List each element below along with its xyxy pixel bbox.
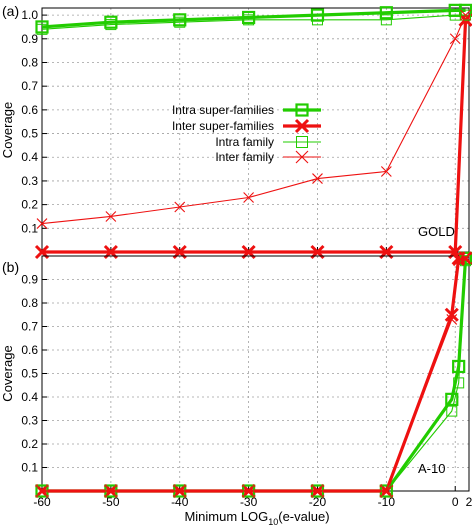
data-point-square [460,255,472,267]
data-point-cross [380,485,392,497]
y-tick-label: 0.9 [21,273,38,287]
panel-annotation: GOLD [418,224,455,239]
legend-marker-square [296,136,308,148]
legend-marker-square [295,103,309,117]
data-point-cross [174,201,186,213]
data-point-square [243,14,255,26]
y-tick-label: 0.7 [21,320,38,334]
series-line [41,14,466,30]
plot-frame [41,255,470,492]
series-line [42,257,466,492]
data-point-square [453,377,465,389]
data-point-cross [453,255,465,267]
x-tick-label: -60 [33,495,51,509]
x-tick-label: -10 [378,495,396,509]
data-point-cross [446,314,458,325]
series-line [41,8,466,29]
legend-label: Intra family [215,135,274,149]
data-point-cross [105,211,117,222]
legend-marker-cross [294,118,310,134]
y-tick-label: 0.3 [21,414,38,428]
data-point-cross [460,9,471,21]
data-point-cross [460,252,471,264]
data-point-cross [105,485,117,497]
x-axis-label-main: Minimum LOG [184,509,268,524]
x-axis-label-tail: (e-value) [278,509,329,524]
series-line [41,14,467,225]
x-tick-label: -40 [171,495,189,509]
y-tick-label: 0.5 [21,127,38,141]
data-point-square [452,359,466,374]
x-tick-label: 0 [452,495,459,509]
series-line [42,258,468,493]
panels: 0.1 0.2 0.3 0.4 0.5 0.6 0.7 0.8 0.9 1.0 Coverage (a… [0,3,472,509]
data-point-cross [380,166,392,177]
y-tick-label: 0.4 [21,150,38,164]
y-tick-label: 0.9 [21,32,38,46]
panel-label: (a) [2,3,19,19]
data-point-square [380,14,392,26]
y-tick-label: 0.8 [21,55,38,69]
legend-label: Inter super-families [172,119,274,133]
y-tick-label: 0.8 [21,296,38,310]
data-point-cross [36,218,48,229]
chart-panel-a: 0.1 0.2 0.3 0.4 0.5 0.6 0.7 0.8 0.9 1.0 Coverage (a… [0,3,472,260]
y-tick-label: 0.7 [21,79,38,93]
x-axis-label-subscript: 10 [268,517,278,526]
data-point-cross [312,173,323,184]
panel-annotation: A-10 [418,461,445,476]
x-tick-label: 2 [466,495,472,509]
data-point-square [105,19,117,31]
data-point-cross [312,485,323,497]
y-tick-label: 1.0 [21,8,38,22]
y-axis-label: Coverage [0,102,15,158]
data-point-cross [174,485,186,497]
series-line [42,260,467,492]
legend-label: Intra super-families [172,103,274,117]
y-tick-label: 0.6 [21,103,38,117]
panel-label: (b) [2,259,19,275]
chart-panel-b: 0.1 0.2 0.3 0.4 0.5 0.6 0.7 0.8 0.9 -60 -50 -40 -30 -… [0,251,472,509]
data-point-square [379,6,393,20]
data-point-cross [36,485,48,497]
data-point-square [445,392,459,406]
y-tick-label: 0.6 [21,343,38,357]
data-point-square [446,405,458,417]
data-point-square [311,14,323,26]
legend-marker-cross [295,150,309,164]
series-line [42,19,468,254]
series-line [42,256,466,493]
data-point-cross [449,33,461,45]
data-point-cross [243,192,255,203]
x-tick-label: -30 [240,495,258,509]
x-tick-label: -50 [102,495,120,509]
data-point-cross [243,485,255,497]
y-tick-label: 0.2 [21,437,38,451]
legend-label: Inter family [215,150,274,164]
x-axis-label: Minimum LOG10(e-value) [184,509,329,526]
y-tick-label: 0.4 [21,390,38,404]
y-axis-label: Coverage [0,345,15,401]
legend: Intra super-families Inter super-families… [172,103,321,164]
y-tick-label: 0.1 [21,221,38,235]
y-tick-label: 0.2 [21,198,38,212]
data-point-square [174,16,186,28]
data-point-square [460,9,472,21]
y-tick-label: 0.5 [21,367,38,381]
x-tick-label: -20 [309,495,327,509]
y-tick-label: 0.1 [21,461,38,475]
y-tick-label: 0.3 [21,174,38,188]
data-point-square [36,23,48,35]
